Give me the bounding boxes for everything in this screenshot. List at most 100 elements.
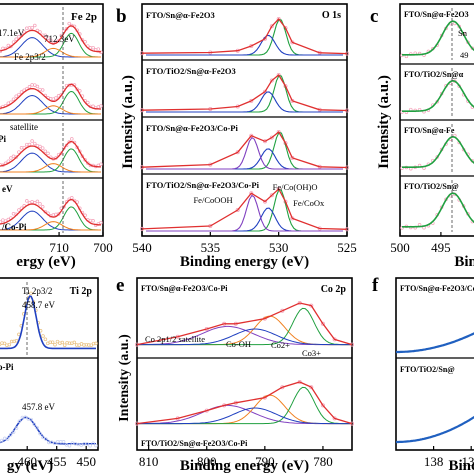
panel-d-annotation: Ti 2p3/2 [22, 286, 52, 296]
panel-a-data-point [56, 38, 61, 43]
panel-a-data-point [38, 144, 42, 149]
panel-b-peak-lattice-o [146, 18, 343, 56]
panel-a-data-point [43, 149, 48, 154]
panel-a-data-point [56, 94, 61, 98]
panel-b-envelope [141, 74, 348, 112]
panel-c-stack-label: FTO/TiO2/Sn@ [404, 182, 459, 191]
panel-a-data-point [40, 146, 45, 150]
panel-a-data-point [70, 137, 74, 141]
panel-d-data-point [38, 431, 42, 436]
panel-a-data-point [54, 96, 58, 100]
panel-a-data-point [17, 150, 21, 154]
panel-d-xtick-label: 450 [76, 454, 96, 469]
panel-b-frame [141, 3, 348, 237]
panel-d-data-point [94, 341, 98, 346]
panel-e-xlabel: Binding energy (eV) [180, 458, 309, 474]
panel-c-letter: c [370, 6, 378, 27]
panel-d-data-point [72, 340, 77, 345]
panel-d-data-point [0, 438, 4, 443]
panel-b-xtick-label: 525 [337, 240, 357, 255]
panel-b-peak-lattice-o [146, 188, 343, 232]
panel-a-data-point [30, 139, 34, 143]
panel-b-annotation: Fe/CoOx [293, 198, 325, 208]
panel-e-annotation: Co2+ [271, 340, 290, 350]
panel-a-data-point [25, 199, 29, 203]
panel-e-xtick-label: 780 [313, 454, 333, 469]
panel-a-data-point [35, 84, 40, 89]
panel-d-data-point [53, 342, 57, 347]
panel-f-xtick-label: 138 [424, 454, 444, 469]
panel-a-data-point [70, 196, 74, 200]
panel-e-envelope [136, 302, 353, 346]
panel-c-annotation: 49 [460, 50, 469, 60]
panel-d-annotation: 458.7 eV [22, 300, 55, 310]
panel-d-data-point [32, 422, 36, 427]
panel-d-data-point [88, 443, 92, 448]
panel-a-annotation: 712.3eV [44, 34, 75, 44]
panel-b-annotation: Fe/Co(OH)O [273, 182, 318, 192]
panel-e-xtick-label: 810 [139, 454, 159, 469]
panel-e-ylabel: Intensity (a.u.) [117, 334, 132, 422]
panel-a-data-point [46, 151, 50, 156]
panel-a-data-point [46, 36, 50, 40]
panel-d-data-point [61, 440, 66, 444]
panel-b-stack-label: FTO/Sn@α-Fe2O3/Co-Pi [146, 123, 238, 133]
panel-b-data-point [262, 199, 267, 204]
panel-b-peak-hydroxyl [146, 91, 343, 113]
panel-f-stack-label: FTO/Sn@α-Fe2O3/Co [400, 284, 474, 293]
panel-a-envelope [0, 83, 101, 110]
panel-b-peak-lattice-o [146, 74, 343, 113]
panel-d-data-point [60, 340, 65, 345]
panel-a-data-point [99, 104, 103, 108]
panel-f-xlabel: Bindi [448, 458, 474, 474]
panel-a-data-point [83, 158, 87, 162]
panel-a-data-point [9, 44, 13, 49]
panel-a-data-point [17, 208, 21, 212]
panel-c-xtick-label: 495 [431, 240, 451, 255]
panel-d-data-point [48, 340, 52, 345]
panel-a-data-point [91, 219, 95, 223]
panel-d-annotation: 457.8 eV [22, 402, 55, 412]
panel-c-stack-label: FTO/Sn@α-Fe [404, 126, 455, 135]
panel-d-data-point [55, 339, 60, 344]
panel-d-peak-ti2p32 [0, 295, 96, 350]
panel-d-data-point [35, 425, 39, 430]
panel-e-stack-label: FTO/TiO2/Sn@α-Fe2O3/Co-Pi [141, 439, 248, 448]
panel-e-corner-label: Co 2p [321, 284, 347, 295]
panel-a-data-point [19, 90, 24, 94]
panel-d-data-point [50, 440, 54, 444]
panel-b-envelope [141, 131, 348, 169]
panel-e-annotation: Co-OH [226, 339, 251, 349]
panel-c-xtick-label: 500 [390, 240, 410, 255]
panel-a-data-point [30, 25, 34, 30]
panel-a-data-point [33, 83, 37, 87]
panel-d-data-point [91, 441, 95, 445]
panel-a-annotation: 17.1eV [0, 28, 25, 38]
panel-b-data-point [269, 193, 274, 198]
panel-e-peak-co3 [139, 386, 350, 425]
panel-a-annotation: /Co-Pi [1, 222, 27, 232]
panel-d-data-point [41, 334, 45, 338]
panel-d-data-point [79, 443, 84, 447]
panel-f-frame [395, 277, 474, 451]
panel-d-data-point [17, 419, 22, 423]
panel-b-stack-label: FTO/TiO2/Sn@α-Fe2O3 [146, 66, 236, 76]
panel-a-data-point [38, 202, 42, 206]
panel-b-xtick-label: 540 [132, 240, 152, 255]
panel-c-annotation: Sn [458, 28, 468, 38]
panel-a-data-point [14, 37, 18, 41]
panel-a-data-point [67, 21, 71, 26]
panel-d-data-point [11, 430, 16, 434]
panel-a-data-point [48, 38, 53, 43]
panel-b-annotation: Fe/CoOOH [193, 195, 232, 205]
panel-d-xlabel: gy (eV) [7, 458, 53, 474]
panel-a-data-point [11, 97, 16, 101]
panel-a-data-point [99, 220, 103, 225]
panel-d-data-point [7, 342, 12, 347]
panel-d-data-point [85, 442, 89, 446]
panel-d-data-point [43, 337, 48, 342]
panel-a-xtick-label: 710 [49, 240, 69, 255]
panel-a-corner-label: Fe 2p [71, 11, 97, 23]
panel-a-data-point [80, 154, 85, 158]
